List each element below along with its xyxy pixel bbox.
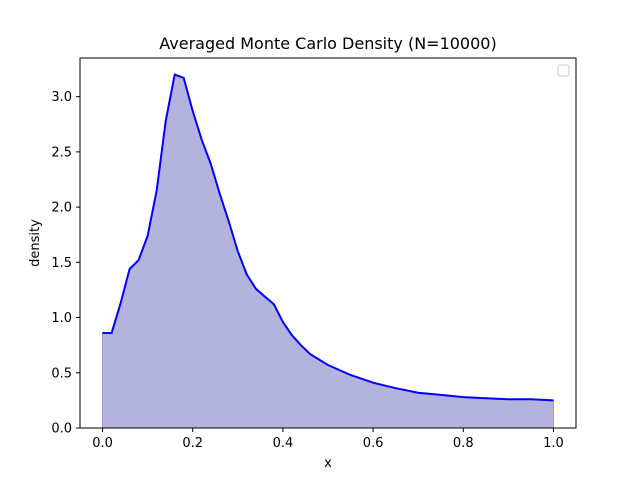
y-tick-label: 2.5 xyxy=(51,145,72,160)
x-axis-label: x xyxy=(324,456,332,471)
x-tick-label: 0.6 xyxy=(363,436,384,451)
density-line xyxy=(102,73,554,402)
y-axis-ticks: 0.0 0.5 1.0 1.5 2.0 2.5 3.0 xyxy=(51,90,80,437)
legend-box xyxy=(557,64,570,77)
x-tick-label: 0.2 xyxy=(182,436,203,451)
y-tick-label: 0.0 xyxy=(51,422,72,437)
y-tick-label: 0.5 xyxy=(51,366,72,381)
y-axis-label: density xyxy=(28,219,43,267)
chart-title: Averaged Monte Carlo Density (N=10000) xyxy=(159,34,496,53)
x-tick-label: 0.0 xyxy=(92,436,113,451)
x-tick-label: 1.0 xyxy=(543,436,564,451)
y-tick-label: 2.0 xyxy=(51,201,72,216)
plot-frame xyxy=(79,57,577,429)
y-tick-label: 1.0 xyxy=(51,311,72,326)
y-tick-label: 1.5 xyxy=(51,256,72,271)
x-tick-label: 0.4 xyxy=(273,436,294,451)
density-area-fill xyxy=(102,73,554,429)
x-axis-ticks: 0.0 0.2 0.4 0.6 0.8 1.0 xyxy=(92,428,564,451)
x-tick-label: 0.8 xyxy=(453,436,474,451)
y-tick-label: 3.0 xyxy=(51,90,72,105)
